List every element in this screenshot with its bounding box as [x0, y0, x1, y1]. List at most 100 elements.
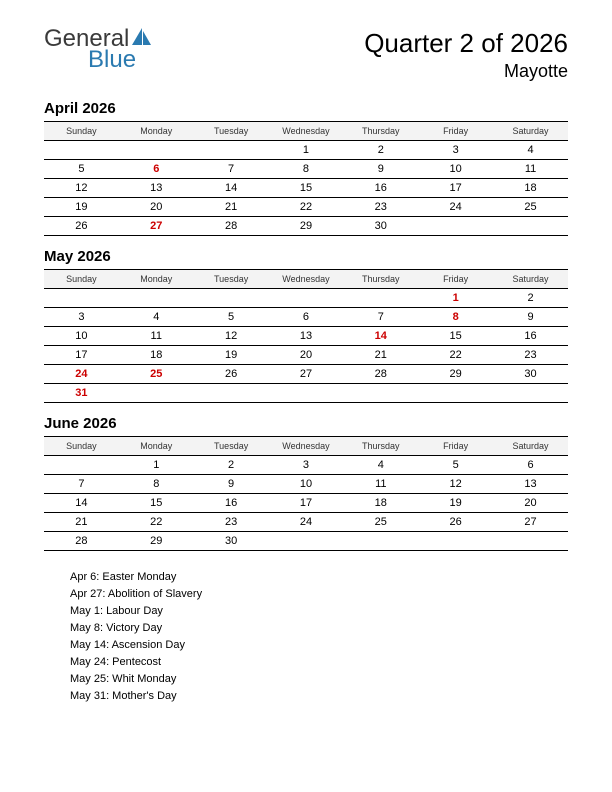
holiday-entry: May 31: Mother's Day	[70, 688, 568, 705]
calendar-day-cell: 14	[343, 327, 418, 346]
calendar-day-cell: 19	[44, 198, 119, 217]
calendar-day-cell: 25	[343, 513, 418, 532]
calendar-table: SundayMondayTuesdayWednesdayThursdayFrid…	[44, 269, 568, 403]
calendar-day-cell: 12	[44, 179, 119, 198]
calendar-empty-cell	[418, 532, 493, 551]
calendar-day-cell: 27	[493, 513, 568, 532]
calendar-empty-cell	[493, 532, 568, 551]
calendar-day-cell: 23	[194, 513, 269, 532]
page-header: General Blue Quarter 2 of 2026 Mayotte	[44, 28, 568, 82]
holiday-entry: May 14: Ascension Day	[70, 637, 568, 654]
calendar-day-cell: 17	[418, 179, 493, 198]
calendar-day-cell: 24	[269, 513, 344, 532]
holiday-entry: Apr 6: Easter Monday	[70, 569, 568, 586]
weekday-header: Wednesday	[269, 122, 344, 141]
calendar-day-cell: 1	[418, 289, 493, 308]
calendar-day-cell: 26	[418, 513, 493, 532]
calendar-week-row: 24252627282930	[44, 365, 568, 384]
weekday-header: Friday	[418, 122, 493, 141]
calendar-day-cell: 8	[418, 308, 493, 327]
brand-logo: General Blue	[44, 28, 152, 72]
weekday-header: Wednesday	[269, 270, 344, 289]
calendar-day-cell: 3	[418, 141, 493, 160]
calendar-day-cell: 24	[418, 198, 493, 217]
calendar-empty-cell	[269, 532, 344, 551]
weekday-header: Sunday	[44, 122, 119, 141]
calendar-empty-cell	[44, 141, 119, 160]
calendar-week-row: 10111213141516	[44, 327, 568, 346]
calendar-day-cell: 10	[418, 160, 493, 179]
calendar-day-cell: 20	[119, 198, 194, 217]
calendar-empty-cell	[119, 384, 194, 403]
calendar-day-cell: 15	[418, 327, 493, 346]
calendar-day-cell: 5	[418, 456, 493, 475]
calendar-day-cell: 29	[269, 217, 344, 236]
calendar-empty-cell	[493, 217, 568, 236]
weekday-header: Wednesday	[269, 437, 344, 456]
weekday-header: Friday	[418, 270, 493, 289]
calendar-day-cell: 13	[119, 179, 194, 198]
calendar-day-cell: 19	[418, 494, 493, 513]
calendar-day-cell: 18	[343, 494, 418, 513]
month-title: May 2026	[44, 248, 568, 265]
calendar-day-cell: 6	[493, 456, 568, 475]
holiday-list: Apr 6: Easter MondayApr 27: Abolition of…	[44, 569, 568, 705]
weekday-header: Sunday	[44, 270, 119, 289]
calendar-week-row: 78910111213	[44, 475, 568, 494]
calendar-day-cell: 3	[44, 308, 119, 327]
calendar-day-cell: 26	[194, 365, 269, 384]
calendar-empty-cell	[44, 456, 119, 475]
calendar-day-cell: 22	[269, 198, 344, 217]
calendar-day-cell: 16	[343, 179, 418, 198]
calendar-day-cell: 1	[119, 456, 194, 475]
calendar-day-cell: 7	[343, 308, 418, 327]
calendar-day-cell: 2	[493, 289, 568, 308]
calendar-day-cell: 11	[343, 475, 418, 494]
month-block: June 2026SundayMondayTuesdayWednesdayThu…	[44, 415, 568, 551]
calendar-empty-cell	[343, 289, 418, 308]
calendar-day-cell: 12	[194, 327, 269, 346]
month-block: May 2026 SundayMondayTuesdayWednesdayThur…	[44, 248, 568, 403]
weekday-header: Monday	[119, 122, 194, 141]
calendar-day-cell: 1	[269, 141, 344, 160]
title-block: Quarter 2 of 2026 Mayotte	[364, 28, 568, 82]
holiday-entry: May 8: Victory Day	[70, 620, 568, 637]
calendar-day-cell: 30	[343, 217, 418, 236]
calendar-empty-cell	[119, 289, 194, 308]
weekday-header: Saturday	[493, 122, 568, 141]
calendar-day-cell: 8	[269, 160, 344, 179]
calendar-empty-cell	[194, 384, 269, 403]
calendar-day-cell: 27	[269, 365, 344, 384]
calendar-day-cell: 13	[493, 475, 568, 494]
calendar-day-cell: 17	[44, 346, 119, 365]
calendar-week-row: 2627282930	[44, 217, 568, 236]
calendar-day-cell: 17	[269, 494, 344, 513]
calendar-day-cell: 4	[119, 308, 194, 327]
holiday-entry: May 1: Labour Day	[70, 603, 568, 620]
calendar-week-row: 1234	[44, 141, 568, 160]
calendar-day-cell: 30	[493, 365, 568, 384]
calendar-day-cell: 15	[269, 179, 344, 198]
calendar-day-cell: 25	[119, 365, 194, 384]
calendar-week-row: 19202122232425	[44, 198, 568, 217]
calendar-empty-cell	[343, 532, 418, 551]
calendar-day-cell: 24	[44, 365, 119, 384]
calendar-day-cell: 27	[119, 217, 194, 236]
calendar-day-cell: 21	[343, 346, 418, 365]
calendar-week-row: 31	[44, 384, 568, 403]
month-title: June 2026	[44, 415, 568, 432]
calendar-day-cell: 5	[194, 308, 269, 327]
calendar-day-cell: 6	[119, 160, 194, 179]
calendar-week-row: 14151617181920	[44, 494, 568, 513]
calendar-day-cell: 11	[493, 160, 568, 179]
calendar-day-cell: 2	[194, 456, 269, 475]
weekday-header: Thursday	[343, 122, 418, 141]
holiday-entry: May 24: Pentecost	[70, 654, 568, 671]
calendar-day-cell: 22	[418, 346, 493, 365]
page-title: Quarter 2 of 2026	[364, 28, 568, 59]
calendar-day-cell: 22	[119, 513, 194, 532]
calendar-day-cell: 4	[343, 456, 418, 475]
calendar-day-cell: 14	[44, 494, 119, 513]
calendar-week-row: 123456	[44, 456, 568, 475]
calendar-empty-cell	[269, 289, 344, 308]
